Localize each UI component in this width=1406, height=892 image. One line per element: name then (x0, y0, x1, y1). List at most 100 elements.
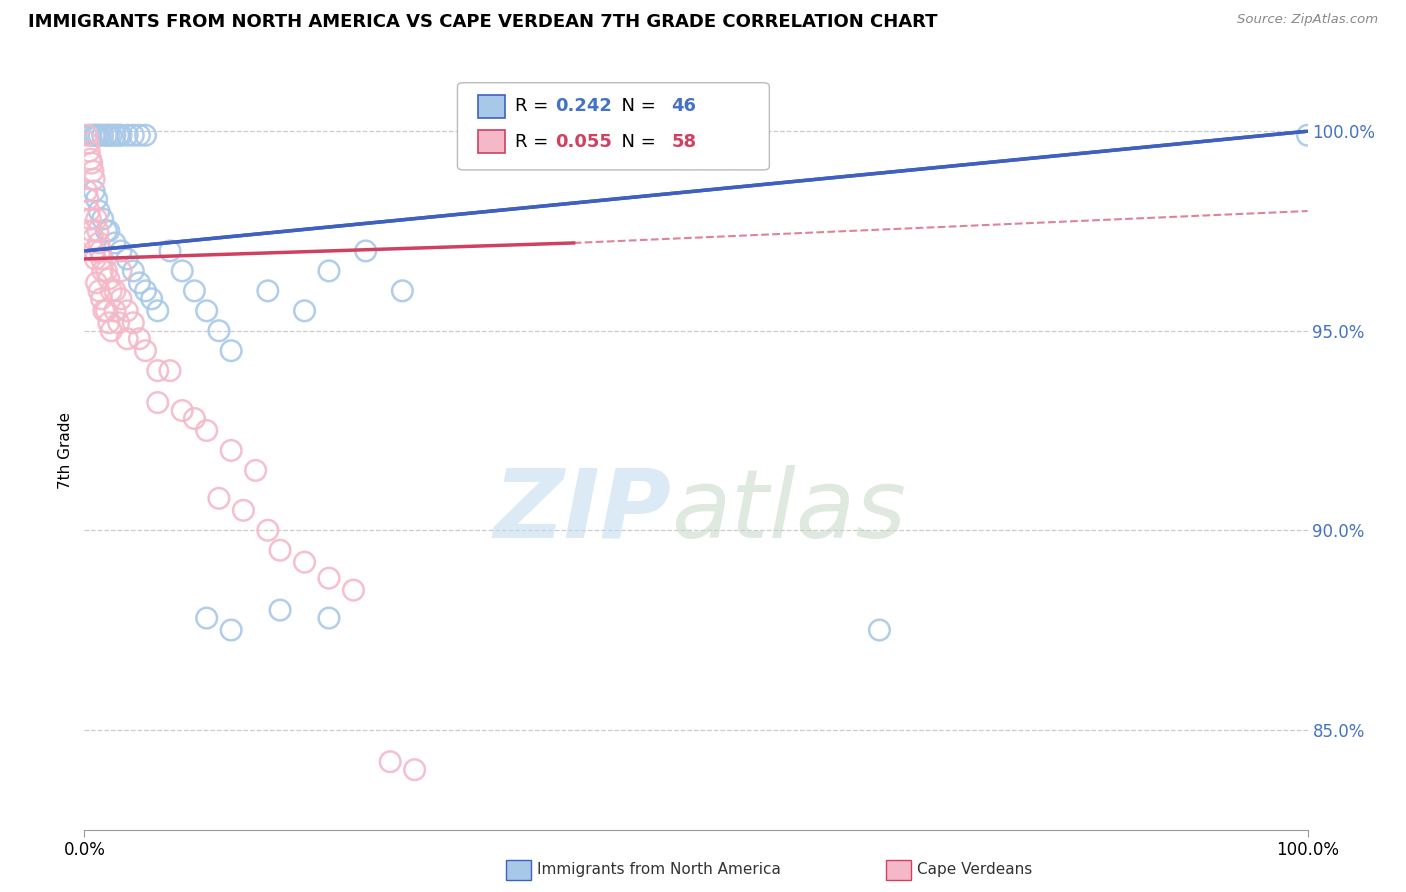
Point (135, 128, 157, 143)
Point (115, 128, 138, 143)
Point (146, 303, 169, 318)
Point (87, 224, 110, 238)
Point (110, 244, 132, 258)
Point (269, 603, 291, 617)
Point (87, 128, 110, 143)
Point (79, 212, 101, 227)
Point (100, 128, 122, 143)
Point (219, 443, 242, 458)
Text: 58: 58 (672, 133, 696, 151)
Point (135, 343, 157, 358)
Point (318, 264, 340, 278)
Point (90, 292, 112, 306)
Point (159, 364, 181, 378)
Point (294, 303, 316, 318)
Point (128, 332, 150, 346)
Point (869, 623, 891, 637)
Point (146, 364, 169, 378)
Point (104, 303, 127, 318)
Point (135, 284, 157, 298)
Point (77, 192, 100, 206)
Point (76, 128, 98, 143)
Point (79, 128, 101, 143)
Point (195, 303, 218, 318)
Point (96, 303, 118, 318)
Point (195, 611, 218, 625)
Text: atlas: atlas (672, 465, 907, 558)
Point (107, 128, 129, 143)
Point (115, 332, 138, 346)
Point (110, 264, 132, 278)
Point (84, 252, 107, 266)
Point (269, 543, 291, 558)
Point (86, 276, 108, 290)
Text: Source: ZipAtlas.com: Source: ZipAtlas.com (1237, 13, 1378, 27)
Point (82, 164, 104, 178)
Text: 0.242: 0.242 (555, 97, 612, 115)
Point (97, 128, 120, 143)
Point (219, 623, 242, 637)
Point (100, 324, 122, 338)
Point (404, 763, 426, 777)
Point (232, 503, 254, 517)
Point (96, 264, 118, 278)
Point (219, 343, 242, 358)
Point (97, 224, 120, 238)
Point (86, 212, 108, 227)
Point (104, 284, 127, 298)
Point (172, 264, 194, 278)
Point (107, 316, 129, 330)
Point (159, 244, 181, 258)
Point (82, 232, 104, 246)
Point (245, 463, 267, 477)
Point (128, 128, 150, 143)
Point (122, 264, 145, 278)
Point (391, 284, 413, 298)
Point (91, 264, 114, 278)
Point (80, 224, 103, 238)
Point (183, 411, 205, 425)
Point (342, 583, 364, 598)
Point (77, 136, 100, 151)
Point (115, 252, 138, 266)
Text: 46: 46 (672, 97, 696, 115)
Text: Immigrants from North America: Immigrants from North America (537, 863, 780, 877)
Point (83, 184, 105, 198)
Text: Cape Verdeans: Cape Verdeans (917, 863, 1032, 877)
Point (90, 252, 112, 266)
Text: R =: R = (515, 97, 554, 115)
Point (77, 204, 100, 219)
Point (86, 192, 108, 206)
Point (89, 244, 111, 258)
Point (380, 755, 402, 769)
Point (76, 184, 98, 198)
Point (122, 316, 145, 330)
Point (257, 284, 280, 298)
Point (91, 212, 114, 227)
Point (146, 395, 169, 409)
Point (318, 611, 340, 625)
Point (257, 523, 280, 537)
Point (97, 316, 120, 330)
Point (96, 224, 118, 238)
Point (115, 303, 138, 318)
Point (294, 555, 316, 569)
Text: R =: R = (515, 133, 554, 151)
Point (93, 303, 115, 318)
Text: N =: N = (610, 133, 662, 151)
Y-axis label: 7th Grade: 7th Grade (58, 412, 73, 489)
Point (195, 424, 218, 438)
Text: 0.055: 0.055 (555, 133, 612, 151)
Point (128, 276, 150, 290)
Point (141, 292, 163, 306)
Point (83, 128, 105, 143)
Point (83, 172, 105, 186)
Point (104, 128, 127, 143)
Point (87, 284, 110, 298)
Point (318, 571, 340, 585)
Point (87, 235, 110, 250)
Point (110, 292, 132, 306)
FancyBboxPatch shape (478, 130, 505, 153)
Point (208, 324, 231, 338)
Point (91, 128, 114, 143)
